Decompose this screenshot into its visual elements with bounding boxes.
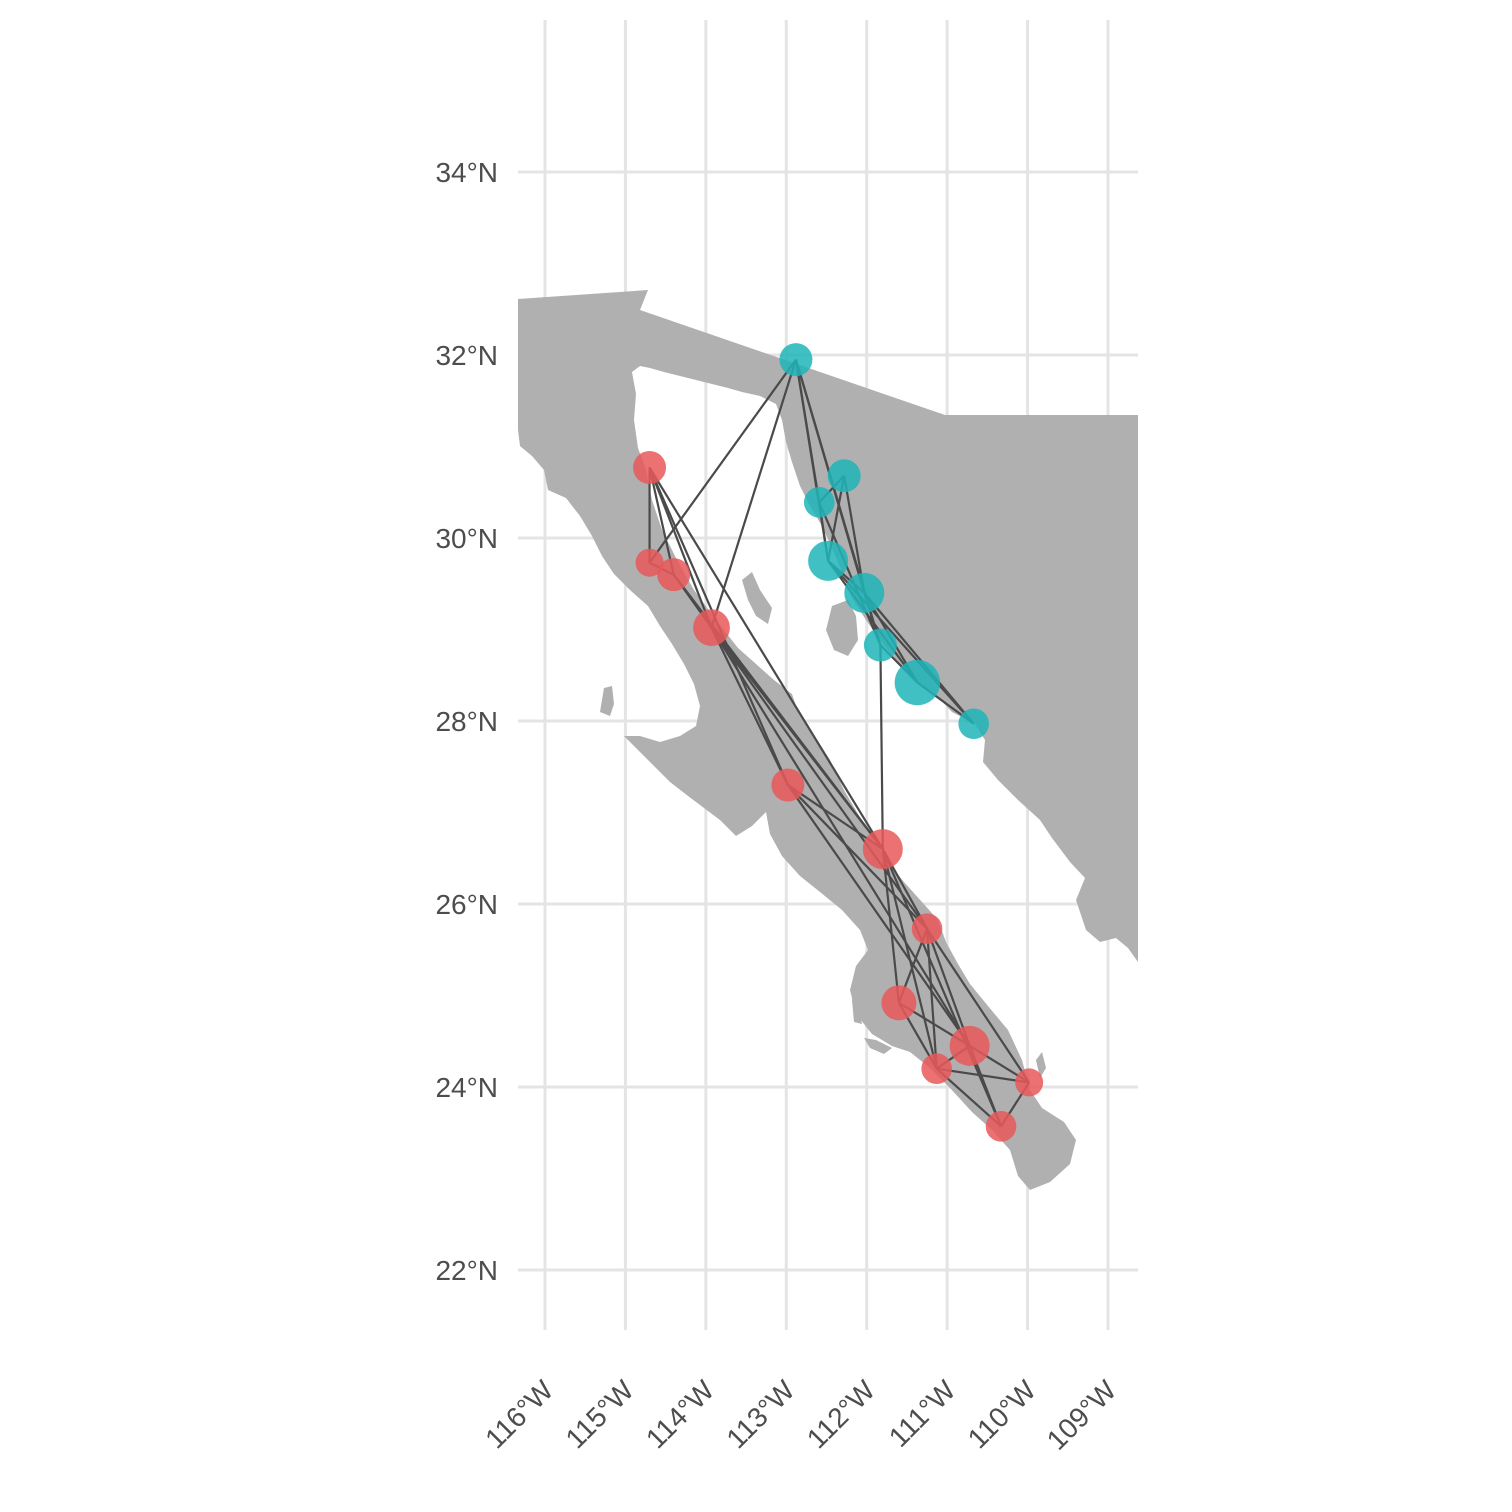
- y-tick-label: 28°N: [435, 706, 498, 737]
- network-node: [808, 540, 849, 581]
- y-tick-label: 22°N: [435, 1255, 498, 1286]
- network-node: [635, 548, 664, 577]
- network-node: [894, 659, 941, 706]
- x-tick-label: 115°W: [560, 1374, 640, 1454]
- network-edge: [926, 928, 1031, 1084]
- network-node: [862, 829, 903, 870]
- network-edge: [787, 784, 928, 930]
- x-tick-label: 113°W: [720, 1374, 800, 1454]
- network-edge: [710, 627, 971, 1047]
- network-edge: [648, 467, 713, 629]
- network-node: [771, 768, 805, 802]
- y-tick-label: 30°N: [435, 523, 498, 554]
- island-angel-de-la-guarda: [742, 572, 772, 624]
- network-edge: [881, 848, 938, 1069]
- network-node: [827, 459, 861, 493]
- network-edge: [926, 928, 971, 1047]
- network-node: [921, 1053, 952, 1084]
- network-node: [949, 1025, 990, 1066]
- island-tiburon: [826, 600, 858, 656]
- network-edge: [881, 848, 1003, 1127]
- land-layer: [518, 290, 1138, 1190]
- network-edge: [648, 466, 884, 850]
- y-axis-labels: 22°N 24°N 26°N 28°N 30°N 32°N 34°N: [435, 157, 498, 1286]
- network-node: [657, 558, 691, 592]
- network-edge: [936, 1067, 1030, 1084]
- network-node: [633, 451, 667, 485]
- y-tick-label: 26°N: [435, 889, 498, 920]
- x-tick-label: 111°W: [883, 1374, 962, 1453]
- mainland-landmass: [518, 290, 1138, 962]
- island-santa-margarita: [864, 1038, 892, 1054]
- network-node: [881, 985, 917, 1021]
- x-tick-label: 114°W: [640, 1374, 720, 1454]
- network-node: [779, 343, 813, 377]
- y-tick-label: 32°N: [435, 340, 498, 371]
- island-magdalena: [852, 976, 862, 1024]
- y-tick-label: 34°N: [435, 157, 498, 188]
- x-tick-label: 112°W: [801, 1374, 881, 1454]
- network-edge: [648, 358, 797, 564]
- network-edge: [710, 359, 797, 629]
- network-edge: [786, 784, 971, 1047]
- x-tick-label: 109°W: [1041, 1374, 1123, 1456]
- network-node: [958, 708, 989, 740]
- y-tick-label: 24°N: [435, 1072, 498, 1103]
- network-edge: [863, 592, 975, 725]
- network-edge: [925, 928, 938, 1069]
- x-tick-label: 110°W: [962, 1374, 1042, 1454]
- network-edge: [710, 626, 884, 850]
- network-node: [1015, 1068, 1044, 1097]
- network-edge: [648, 467, 675, 575]
- network-node: [863, 628, 897, 662]
- island-espiritu-santo: [1036, 1052, 1046, 1078]
- network-edge: [879, 645, 884, 850]
- network-edge: [881, 848, 900, 1003]
- network-node: [803, 487, 835, 518]
- network-node: [911, 913, 943, 945]
- network-node: [693, 609, 730, 647]
- network-edge: [818, 501, 882, 646]
- network-node: [844, 572, 885, 613]
- network-node: [985, 1111, 1017, 1142]
- x-tick-label: 116°W: [479, 1374, 559, 1454]
- network-nodes: [633, 343, 1044, 1142]
- network-edge: [710, 627, 789, 786]
- baja-peninsula: [518, 299, 1076, 1190]
- island-cedros: [600, 686, 614, 716]
